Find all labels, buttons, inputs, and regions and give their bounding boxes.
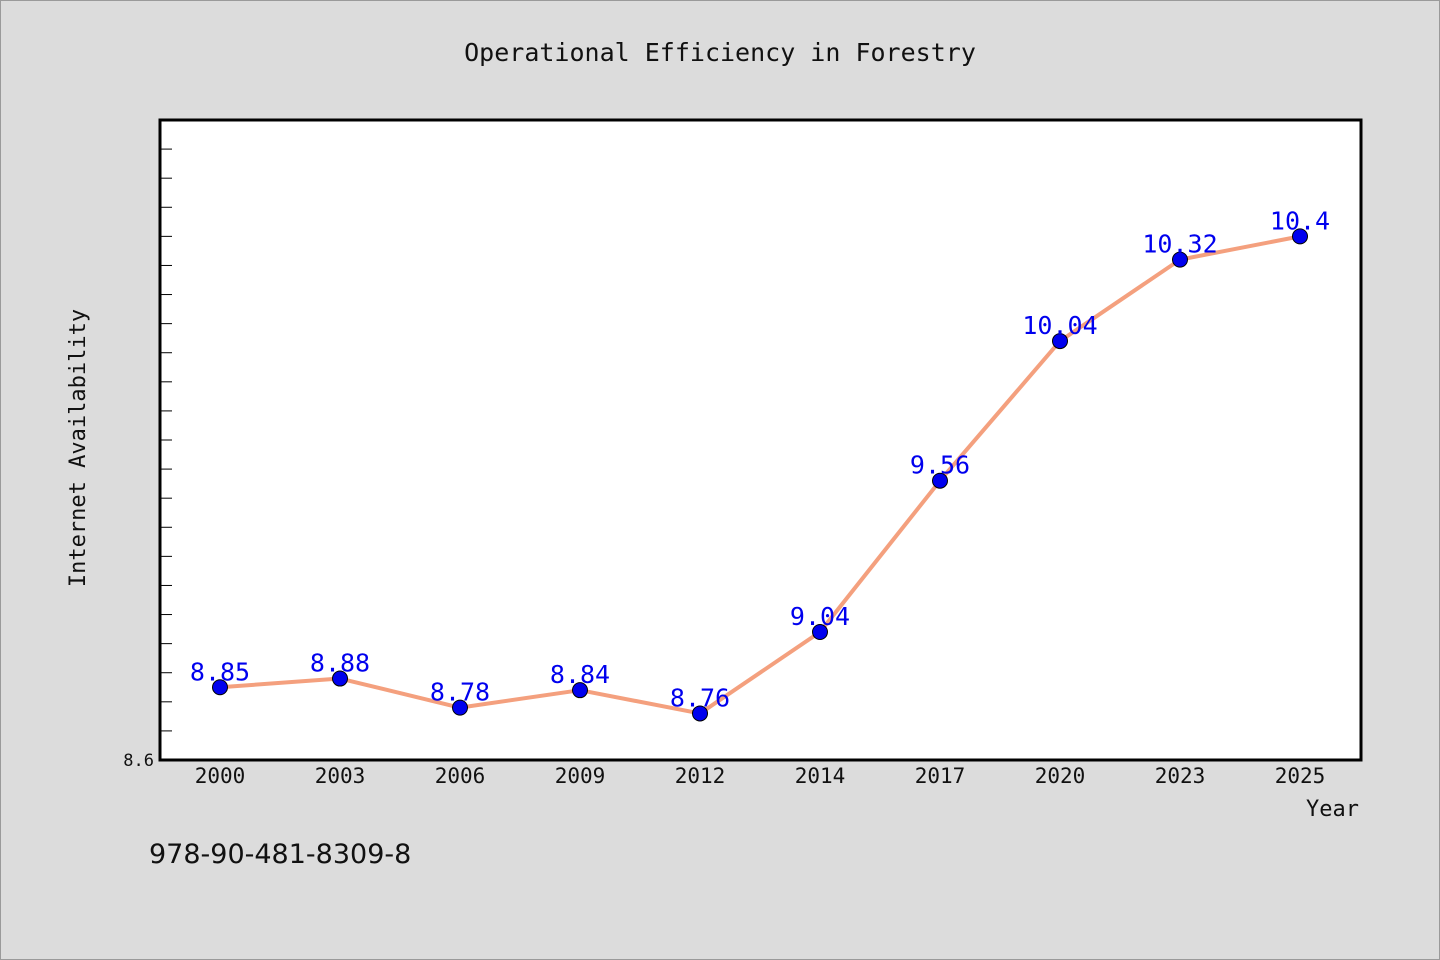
data-labels: 8.85 8.88 8.78 8.84 8.76 9.04 9.56 10.04 10.32 10…: [190, 206, 1330, 712]
chart-title: Operational Efficiency in Forestry: [464, 38, 976, 67]
data-label: 9.04: [790, 602, 850, 631]
x-axis-tick-labels: 2000 2003 2006 2009 2012 2014 2017 2020 2023 2025: [195, 764, 1326, 788]
data-label: 9.56: [910, 451, 970, 480]
data-label: 10.04: [1022, 311, 1097, 340]
data-point-marker: [1172, 251, 1188, 268]
x-tick-label: 2025: [1275, 764, 1326, 788]
x-tick-label: 2012: [675, 764, 726, 788]
data-label: 8.76: [670, 683, 730, 712]
x-tick-label: 2003: [315, 764, 366, 788]
x-tick-label: 2014: [795, 764, 846, 788]
data-point-marker: [572, 682, 588, 699]
x-tick-label: 2009: [555, 764, 606, 788]
x-tick-label: 2017: [915, 764, 966, 788]
x-tick-label: 2000: [195, 764, 246, 788]
data-label: 10.32: [1142, 230, 1217, 259]
isbn-text: 978-90-481-8309-8: [149, 839, 411, 870]
data-point-marker: [932, 472, 948, 489]
x-tick-label: 2020: [1035, 764, 1086, 788]
series-markers: [212, 228, 1308, 722]
x-axis-label: Year: [1306, 797, 1359, 822]
series-line: [218, 234, 1302, 716]
data-point-marker: [692, 705, 708, 722]
data-label: 8.84: [550, 660, 610, 689]
series-lines: [218, 234, 1302, 716]
y-axis-label: Internet Availability: [66, 309, 91, 587]
data-point-marker: [1292, 228, 1308, 245]
data-point-marker: [1052, 333, 1068, 350]
x-tick-label: 2006: [435, 764, 486, 788]
data-label: 8.85: [190, 657, 250, 686]
y-axis-ticks: 8.6: [123, 119, 172, 771]
data-point-marker: [212, 679, 228, 696]
data-point-marker: [332, 670, 348, 687]
data-label: 10.4: [1270, 206, 1330, 235]
data-point-marker: [812, 624, 828, 640]
data-point-marker: [452, 699, 468, 716]
data-label: 8.88: [310, 649, 370, 678]
data-label: 8.78: [430, 678, 490, 707]
plot-area: [158, 118, 1363, 762]
x-tick-label: 2023: [1155, 764, 1206, 788]
y-tick-label: 8.6: [123, 751, 154, 771]
